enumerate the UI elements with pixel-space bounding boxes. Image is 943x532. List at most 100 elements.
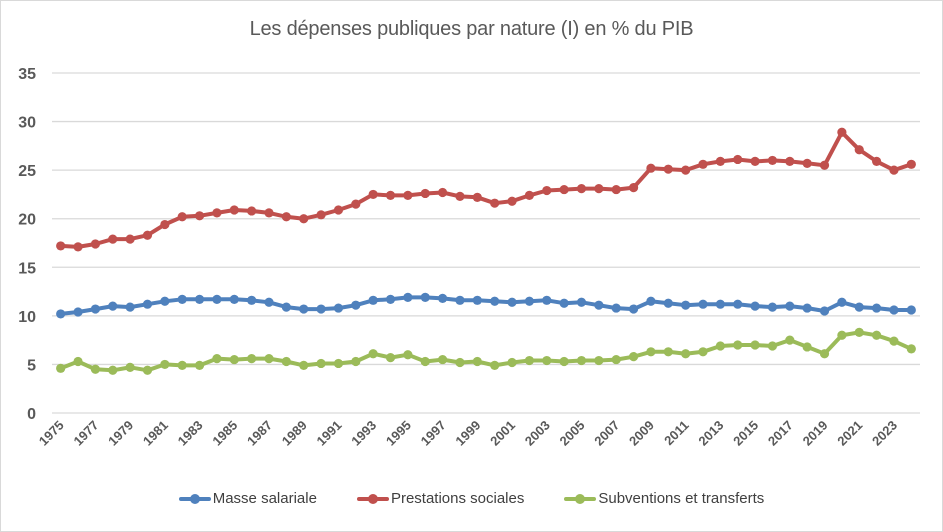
data-point[interactable] xyxy=(455,191,465,201)
data-point[interactable] xyxy=(142,230,153,240)
data-point[interactable] xyxy=(472,356,482,367)
data-point[interactable] xyxy=(872,330,882,340)
data-point[interactable] xyxy=(368,295,378,305)
data-point[interactable] xyxy=(299,304,309,314)
data-point[interactable] xyxy=(663,164,673,174)
data-point[interactable] xyxy=(264,208,274,218)
data-point[interactable] xyxy=(681,300,691,310)
data-point[interactable] xyxy=(628,183,639,193)
data-point[interactable] xyxy=(420,292,430,302)
data-point[interactable] xyxy=(819,349,830,359)
data-point[interactable] xyxy=(628,352,639,362)
data-point[interactable] xyxy=(403,350,413,360)
data-point[interactable] xyxy=(281,212,291,222)
data-point[interactable] xyxy=(750,156,760,166)
data-point[interactable] xyxy=(542,355,552,366)
data-point[interactable] xyxy=(698,159,708,169)
data-point[interactable] xyxy=(316,304,326,314)
data-point[interactable] xyxy=(681,165,691,175)
legend-item-prestations-sociales[interactable]: Prestations sociales xyxy=(356,490,524,507)
data-point[interactable] xyxy=(299,214,309,224)
data-point[interactable] xyxy=(281,302,291,312)
data-point[interactable] xyxy=(767,155,778,166)
data-point[interactable] xyxy=(56,309,66,319)
data-point[interactable] xyxy=(73,356,83,367)
data-point[interactable] xyxy=(507,357,517,368)
data-point[interactable] xyxy=(56,363,66,373)
data-point[interactable] xyxy=(490,198,500,208)
data-point[interactable] xyxy=(229,354,239,365)
data-point[interactable] xyxy=(559,356,569,367)
data-point[interactable] xyxy=(802,158,812,168)
data-point[interactable] xyxy=(264,354,274,364)
data-point[interactable] xyxy=(108,365,118,375)
data-point[interactable] xyxy=(837,297,847,307)
data-point[interactable] xyxy=(194,360,205,370)
data-point[interactable] xyxy=(559,298,569,308)
data-point[interactable] xyxy=(854,302,864,312)
data-point[interactable] xyxy=(576,184,587,194)
data-point[interactable] xyxy=(611,303,621,313)
data-point[interactable] xyxy=(872,303,882,313)
data-point[interactable] xyxy=(177,294,187,304)
data-point[interactable] xyxy=(73,307,83,317)
data-point[interactable] xyxy=(646,163,656,173)
data-point[interactable] xyxy=(785,156,795,166)
data-point[interactable] xyxy=(455,295,465,305)
data-point[interactable] xyxy=(715,299,725,309)
data-point[interactable] xyxy=(194,211,205,221)
data-point[interactable] xyxy=(247,206,257,216)
data-point[interactable] xyxy=(733,154,743,165)
data-point[interactable] xyxy=(872,156,882,166)
data-point[interactable] xyxy=(594,300,604,310)
data-point[interactable] xyxy=(889,165,899,175)
data-point[interactable] xyxy=(264,297,274,307)
data-point[interactable] xyxy=(698,299,708,309)
data-point[interactable] xyxy=(646,296,656,306)
data-point[interactable] xyxy=(142,299,153,309)
data-point[interactable] xyxy=(576,355,587,366)
legend-item-subventions-et-transferts[interactable]: Subventions et transferts xyxy=(564,490,764,507)
data-point[interactable] xyxy=(125,234,135,244)
data-point[interactable] xyxy=(160,219,170,230)
data-point[interactable] xyxy=(889,305,899,315)
data-point[interactable] xyxy=(299,360,309,370)
data-point[interactable] xyxy=(854,145,864,155)
data-point[interactable] xyxy=(438,293,448,303)
data-point[interactable] xyxy=(472,295,482,305)
data-point[interactable] xyxy=(368,349,378,359)
data-point[interactable] xyxy=(108,301,118,311)
data-point[interactable] xyxy=(177,212,187,222)
data-point[interactable] xyxy=(316,210,326,220)
data-point[interactable] xyxy=(385,353,396,363)
data-point[interactable] xyxy=(281,356,291,367)
data-point[interactable] xyxy=(733,299,743,309)
data-point[interactable] xyxy=(854,327,864,337)
data-point[interactable] xyxy=(403,190,413,200)
data-point[interactable] xyxy=(507,196,517,206)
data-point[interactable] xyxy=(507,297,517,307)
legend-item-masse-salariale[interactable]: Masse salariale xyxy=(178,490,317,507)
data-point[interactable] xyxy=(56,241,66,251)
data-point[interactable] xyxy=(611,184,621,195)
data-point[interactable] xyxy=(472,192,482,202)
data-point[interactable] xyxy=(247,354,257,364)
data-point[interactable] xyxy=(906,305,916,315)
data-point[interactable] xyxy=(733,340,743,350)
data-point[interactable] xyxy=(420,356,430,367)
data-point[interactable] xyxy=(438,354,448,365)
data-point[interactable] xyxy=(333,303,344,313)
data-point[interactable] xyxy=(73,242,83,252)
data-point[interactable] xyxy=(229,294,239,304)
data-point[interactable] xyxy=(594,355,604,366)
data-point[interactable] xyxy=(229,205,239,215)
data-point[interactable] xyxy=(611,354,621,365)
data-point[interactable] xyxy=(542,185,552,196)
data-point[interactable] xyxy=(819,306,830,316)
data-point[interactable] xyxy=(819,160,830,170)
data-point[interactable] xyxy=(177,360,187,370)
data-point[interactable] xyxy=(90,364,100,374)
data-point[interactable] xyxy=(663,347,673,357)
data-point[interactable] xyxy=(212,294,222,304)
data-point[interactable] xyxy=(889,336,899,346)
